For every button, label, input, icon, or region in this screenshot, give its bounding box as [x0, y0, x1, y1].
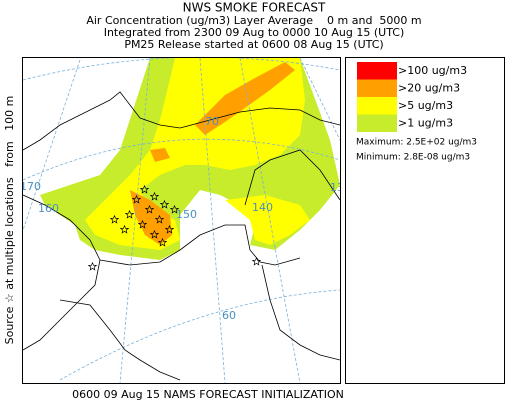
map-label: 160: [38, 202, 59, 215]
map-label: 60: [222, 309, 236, 322]
map-label: 70: [205, 115, 219, 128]
map-label: 130: [330, 181, 351, 194]
legend-frame: [345, 57, 505, 384]
subtitle: Integrated from 2300 09 Aug to 0000 10 A…: [104, 26, 405, 39]
minimum: Minimum: 2.8E-08 ug/m3: [356, 153, 470, 163]
side-label: Source ☆ at multiple locations from 100 …: [3, 96, 16, 345]
footer: 0600 09 Aug 15 NAMS FORECAST INITIALIZAT…: [72, 388, 344, 401]
maximum: Maximum: 2.5E+02 ug/m3: [356, 138, 477, 148]
subtitle: Air Concentration (ug/m3) Layer Average …: [86, 14, 421, 27]
title: NWS SMOKE FORECAST: [183, 1, 326, 15]
subtitle: PM25 Release started at 0600 08 Aug 15 (…: [124, 38, 383, 51]
map-frame: [22, 57, 341, 384]
legend-swatch: [357, 79, 397, 97]
map-label: 170: [20, 180, 41, 193]
legend: >100 ug/m3 >20 ug/m3 >5 ug/m3 >1 ug/m3: [357, 62, 467, 132]
legend-swatch: [357, 62, 397, 80]
legend-label: >20 ug/m3: [398, 82, 460, 95]
map-label: 140: [252, 201, 273, 214]
legend-swatch: [357, 114, 397, 132]
map-label: 150: [176, 208, 197, 221]
map: 170 160 150 140 130 70 60: [20, 58, 351, 383]
legend-swatch: [357, 97, 397, 115]
legend-label: >100 ug/m3: [398, 64, 467, 77]
legend-label: >5 ug/m3: [398, 99, 453, 112]
legend-label: >1 ug/m3: [398, 117, 453, 130]
